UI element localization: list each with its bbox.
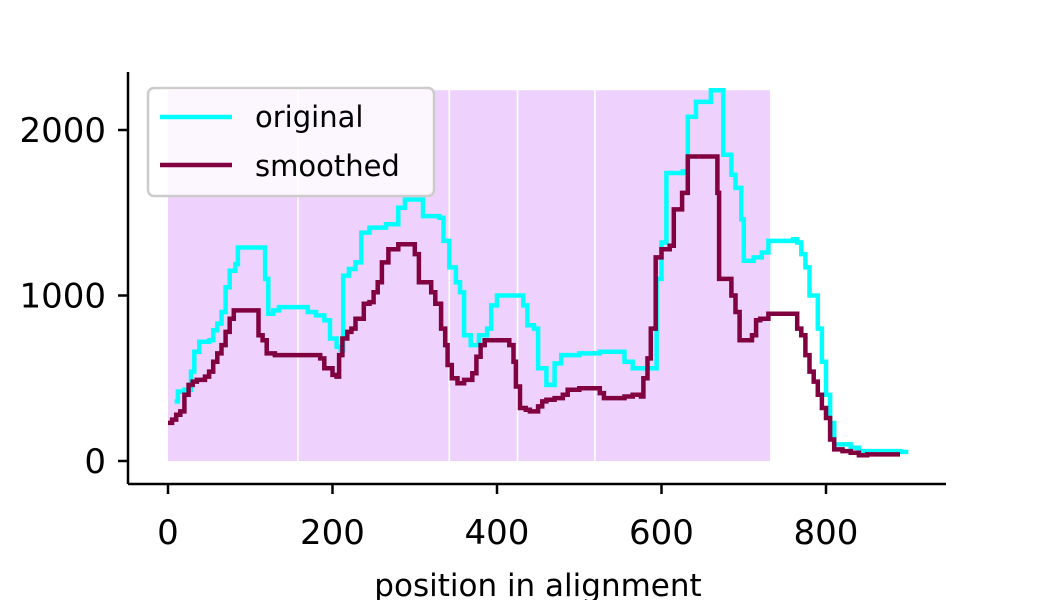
legend-label-smoothed: smoothed xyxy=(255,149,400,183)
series-line-original xyxy=(174,88,909,455)
series-lines xyxy=(168,88,909,458)
x-axis-label: position in alignment xyxy=(374,568,701,600)
y-tick-label: 0 xyxy=(84,442,106,482)
axes xyxy=(126,72,946,486)
shaded-region xyxy=(595,90,771,461)
y-tick-label: 2000 xyxy=(19,111,106,151)
x-tick-label: 400 xyxy=(465,513,530,553)
x-tick-label: 200 xyxy=(300,513,365,553)
shaded-region xyxy=(518,90,595,461)
x-tick-label: 600 xyxy=(629,513,694,553)
y-tick-label: 1000 xyxy=(19,277,106,317)
ticks: 0 200 400 600 800 0 1000 2000 xyxy=(19,111,858,553)
legend-label-original: original xyxy=(255,100,363,134)
x-tick-label: 0 xyxy=(157,513,179,553)
shaded-region xyxy=(450,90,517,461)
x-tick-label: 800 xyxy=(794,513,859,553)
legend: original smoothed xyxy=(146,86,436,198)
series-line-smoothed xyxy=(168,154,900,458)
